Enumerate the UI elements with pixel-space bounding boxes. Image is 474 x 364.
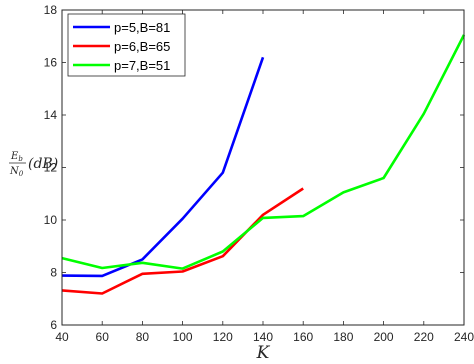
svg-text:Eb: Eb: [10, 151, 23, 163]
legend-label-1: p=5,B=81: [114, 20, 170, 35]
x-tick-label: 160: [293, 330, 313, 344]
svg-text:N0: N0: [9, 166, 24, 178]
y-tick-label: 16: [44, 56, 58, 70]
x-tick-label: 60: [96, 330, 110, 344]
y-tick-label: 6: [50, 318, 57, 332]
ticks-layer: 40 60 80 100 120 140 160 180 200 220 240 6 8 10 12 14 16…: [44, 3, 474, 344]
legend: p=5,B=81 p=6,B=65 p=7,B=51: [67, 13, 186, 77]
y-label-denominator: N: [9, 166, 20, 177]
series-layer: [61, 34, 466, 295]
x-tick-label: 180: [333, 330, 353, 344]
x-tick-label: 220: [414, 330, 434, 344]
x-tick-label: 120: [213, 330, 233, 344]
series-line-3: [61, 34, 466, 270]
x-tick-label: 200: [374, 330, 394, 344]
y-label-numerator: E: [10, 151, 19, 162]
y-tick-label: 10: [44, 213, 58, 227]
y-label-numerator-sub: b: [18, 155, 23, 163]
x-tick-label: 40: [55, 330, 69, 344]
series-line-1: [61, 56, 265, 278]
x-axis-label: K: [256, 343, 271, 363]
y-label-denominator-sub: 0: [19, 170, 24, 178]
y-tick-label: 12: [44, 161, 58, 175]
series-line-2: [61, 187, 304, 295]
x-tick-label: 80: [136, 330, 150, 344]
x-tick-label: 240: [454, 330, 474, 344]
y-label-suffix: (dB): [28, 156, 58, 172]
y-tick-label: 14: [44, 108, 58, 122]
y-axis-label: Eb N0 (dB): [9, 151, 58, 178]
legend-label-2: p=6,B=65: [114, 39, 170, 54]
y-tick-label: 18: [44, 3, 58, 17]
y-tick-label: 8: [50, 266, 57, 280]
legend-label-3: p=7,B=51: [114, 58, 170, 73]
x-tick-label: 100: [173, 330, 193, 344]
x-tick-label: 140: [253, 330, 273, 344]
